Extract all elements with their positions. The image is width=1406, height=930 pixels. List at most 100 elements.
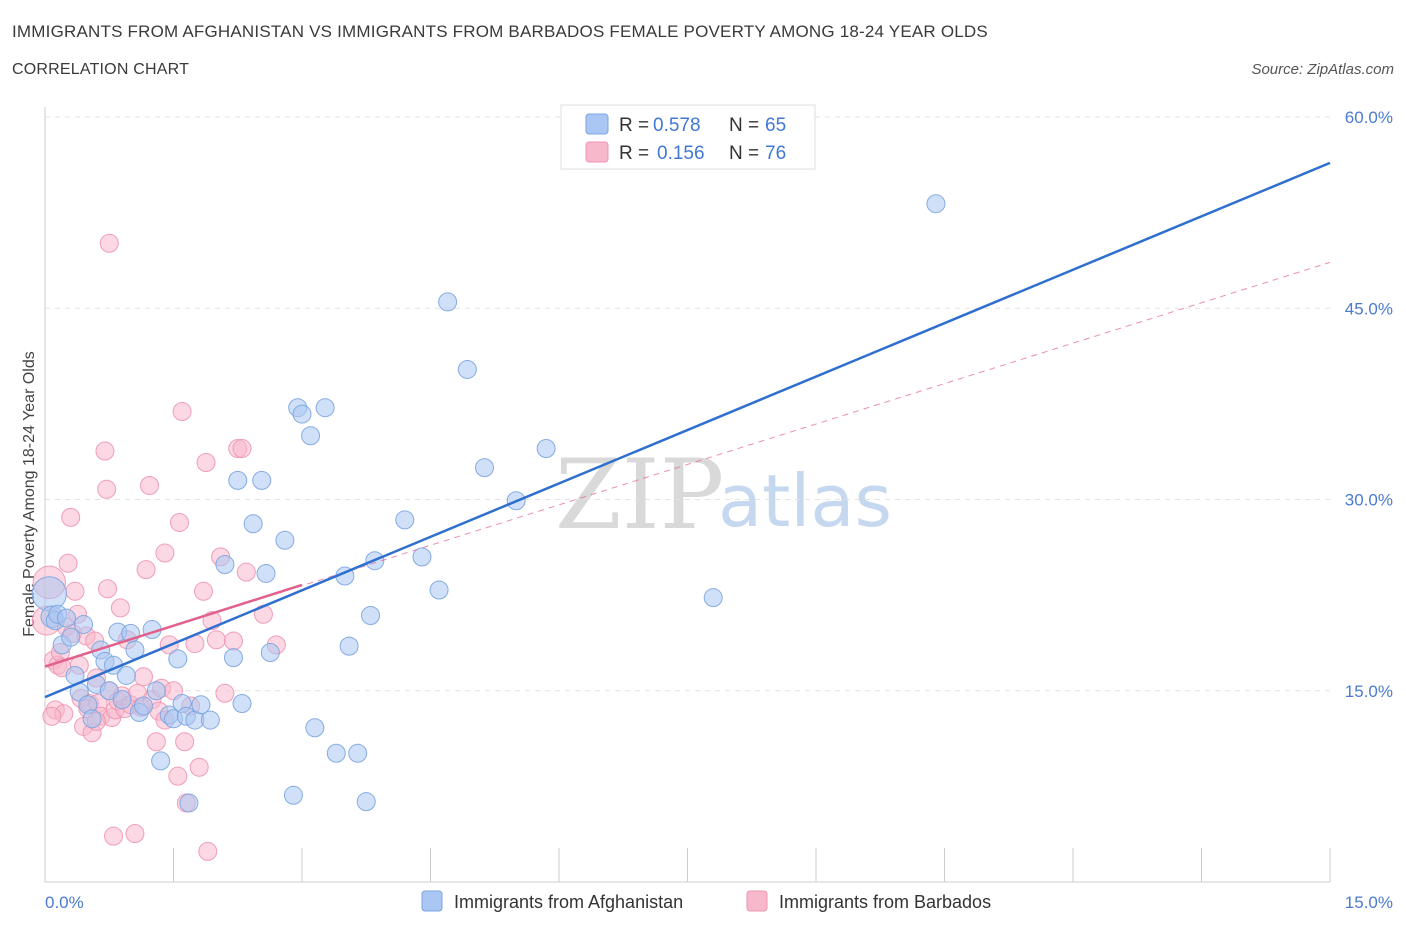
barbados-point-25 xyxy=(95,441,115,461)
barbados-point-69 xyxy=(236,562,256,582)
y-tick-labels: 15.0% 30.0% 45.0% 60.0% xyxy=(1345,108,1393,701)
afghanistan-point-19 xyxy=(116,665,136,685)
trendline-barbados-solid xyxy=(44,583,303,668)
afghanistan-point-36 xyxy=(215,555,235,575)
trend-lines xyxy=(44,161,1331,699)
y-axis-title: Female Poverty Among 18-24 Year Olds xyxy=(21,351,38,637)
legend-r-label-afghanistan: R = xyxy=(619,115,649,136)
afghanistan-point-9 xyxy=(74,614,94,634)
x-tick-label-0: 0.0% xyxy=(45,893,84,912)
afghanistan-point-18 xyxy=(112,690,132,710)
y-tick-label-1: 30.0% xyxy=(1345,491,1393,510)
barbados-point-58 xyxy=(189,757,209,777)
barbados-point-66 xyxy=(223,631,243,651)
y-tick-label-0: 15.0% xyxy=(1345,682,1393,701)
barbados-point-60 xyxy=(196,453,216,473)
barbados-point-42 xyxy=(136,560,156,580)
legend-n-value-barbados: 76 xyxy=(765,143,786,164)
afghanistan-point-39 xyxy=(232,694,252,713)
afghanistan-point-49 xyxy=(305,718,325,738)
barbados-point-10 xyxy=(61,507,81,527)
afghanistan-point-34 xyxy=(191,695,211,715)
afghanistan-point-40 xyxy=(243,514,263,534)
trendline-afghanistan xyxy=(44,161,1331,699)
barbados-point-51 xyxy=(168,766,188,786)
legend-r-value-barbados: 0.156 xyxy=(657,143,705,164)
barbados-point-38 xyxy=(125,824,145,844)
barbados-point-74 xyxy=(99,233,119,253)
afghanistan-point-26 xyxy=(151,751,171,771)
afghanistan-point-53 xyxy=(339,636,359,656)
afghanistan-point-41 xyxy=(252,470,272,490)
afghanistan-point-65 xyxy=(536,439,556,458)
afghanistan-point-45 xyxy=(283,785,303,805)
afghanistan-point-37 xyxy=(223,648,243,668)
afghanistan-point-67 xyxy=(926,194,946,214)
bottom-legend-swatch-afghanistan xyxy=(421,890,443,912)
afghanistan-point-25 xyxy=(146,681,166,701)
barbados-point-54 xyxy=(175,732,195,752)
y-tick-label-3: 60.0% xyxy=(1345,108,1393,127)
afghanistan-point-63 xyxy=(474,458,494,478)
legend-top: R = 0.578 N = 65 R = 0.156 N = 76 xyxy=(560,104,816,170)
bottom-legend-swatch-barbados xyxy=(746,890,768,912)
barbados-point-43 xyxy=(140,475,160,495)
watermark-zip: ZIP xyxy=(555,439,724,551)
afghanistan-point-6 xyxy=(61,627,81,647)
afghanistan-point-55 xyxy=(356,792,376,812)
legend-bottom: Immigrants from Afghanistan Immigrants f… xyxy=(421,890,991,912)
bottom-legend-label-afghanistan: Immigrants from Afghanistan xyxy=(454,892,683,912)
barbados-point-33 xyxy=(110,598,130,618)
afghanistan-point-56 xyxy=(361,606,381,626)
barbados-point-45 xyxy=(146,732,166,752)
afghanistan-point-38 xyxy=(228,470,248,490)
barbados-point-68 xyxy=(232,439,252,458)
afghanistan-point-42 xyxy=(256,563,276,583)
barbados-point-27 xyxy=(98,579,118,599)
axes xyxy=(44,107,1331,883)
afghanistan-point-50 xyxy=(315,398,335,418)
afghanistan-point-54 xyxy=(348,743,368,763)
afghanistan-point-32 xyxy=(179,793,199,813)
watermark-atlas: atlas xyxy=(718,459,892,543)
afghanistan-point-5 xyxy=(56,608,76,628)
legend-n-label-afghanistan: N = xyxy=(729,115,759,136)
barbados-point-26 xyxy=(97,479,117,499)
afghanistan-point-11 xyxy=(82,709,102,729)
source-label: Source: ZipAtlas.com xyxy=(1251,61,1394,78)
afghanistan-point-44 xyxy=(275,530,295,550)
barbados-point-53 xyxy=(172,402,192,422)
barbados-point-52 xyxy=(169,512,189,532)
barbados-point-12 xyxy=(65,581,85,601)
afghanistan-point-62 xyxy=(457,359,477,379)
legend-n-label-barbados: N = xyxy=(729,143,759,164)
legend-swatch-barbados xyxy=(585,141,609,163)
afghanistan-point-58 xyxy=(395,510,415,530)
afghanistan-point-59 xyxy=(412,547,432,567)
legend-r-value-afghanistan: 0.578 xyxy=(653,115,701,136)
chart-subtitle: CORRELATION CHART xyxy=(12,61,190,78)
afghanistan-point-35 xyxy=(200,710,220,730)
barbados-point-63 xyxy=(206,630,226,650)
barbados-point-59 xyxy=(193,581,213,601)
barbados-point-61 xyxy=(198,841,218,861)
barbados-point-9 xyxy=(58,553,78,573)
barbados-point-30 xyxy=(104,826,124,846)
afghanistan-point-51 xyxy=(326,743,346,763)
x-tick-label-1: 15.0% xyxy=(1345,893,1393,912)
barbados-point-72 xyxy=(42,706,62,726)
chart-title: IMMIGRANTS FROM AFGHANISTAN VS IMMIGRANT… xyxy=(12,22,988,41)
x-tick-labels: 0.0% 15.0% xyxy=(45,893,1393,912)
legend-swatch-afghanistan xyxy=(585,113,609,135)
afghanistan-point-48 xyxy=(301,426,321,446)
afghanistan-point-61 xyxy=(438,292,458,312)
y-tick-label-2: 45.0% xyxy=(1345,299,1393,318)
barbados-point-48 xyxy=(155,543,175,563)
afghanistan-point-47 xyxy=(292,404,312,424)
legend-n-value-afghanistan: 65 xyxy=(765,115,786,136)
barbados-point-41 xyxy=(134,667,154,687)
afghanistan-point-60 xyxy=(429,580,449,600)
bottom-legend-label-barbados: Immigrants from Barbados xyxy=(779,892,991,912)
legend-r-label-barbados: R = xyxy=(619,143,649,164)
